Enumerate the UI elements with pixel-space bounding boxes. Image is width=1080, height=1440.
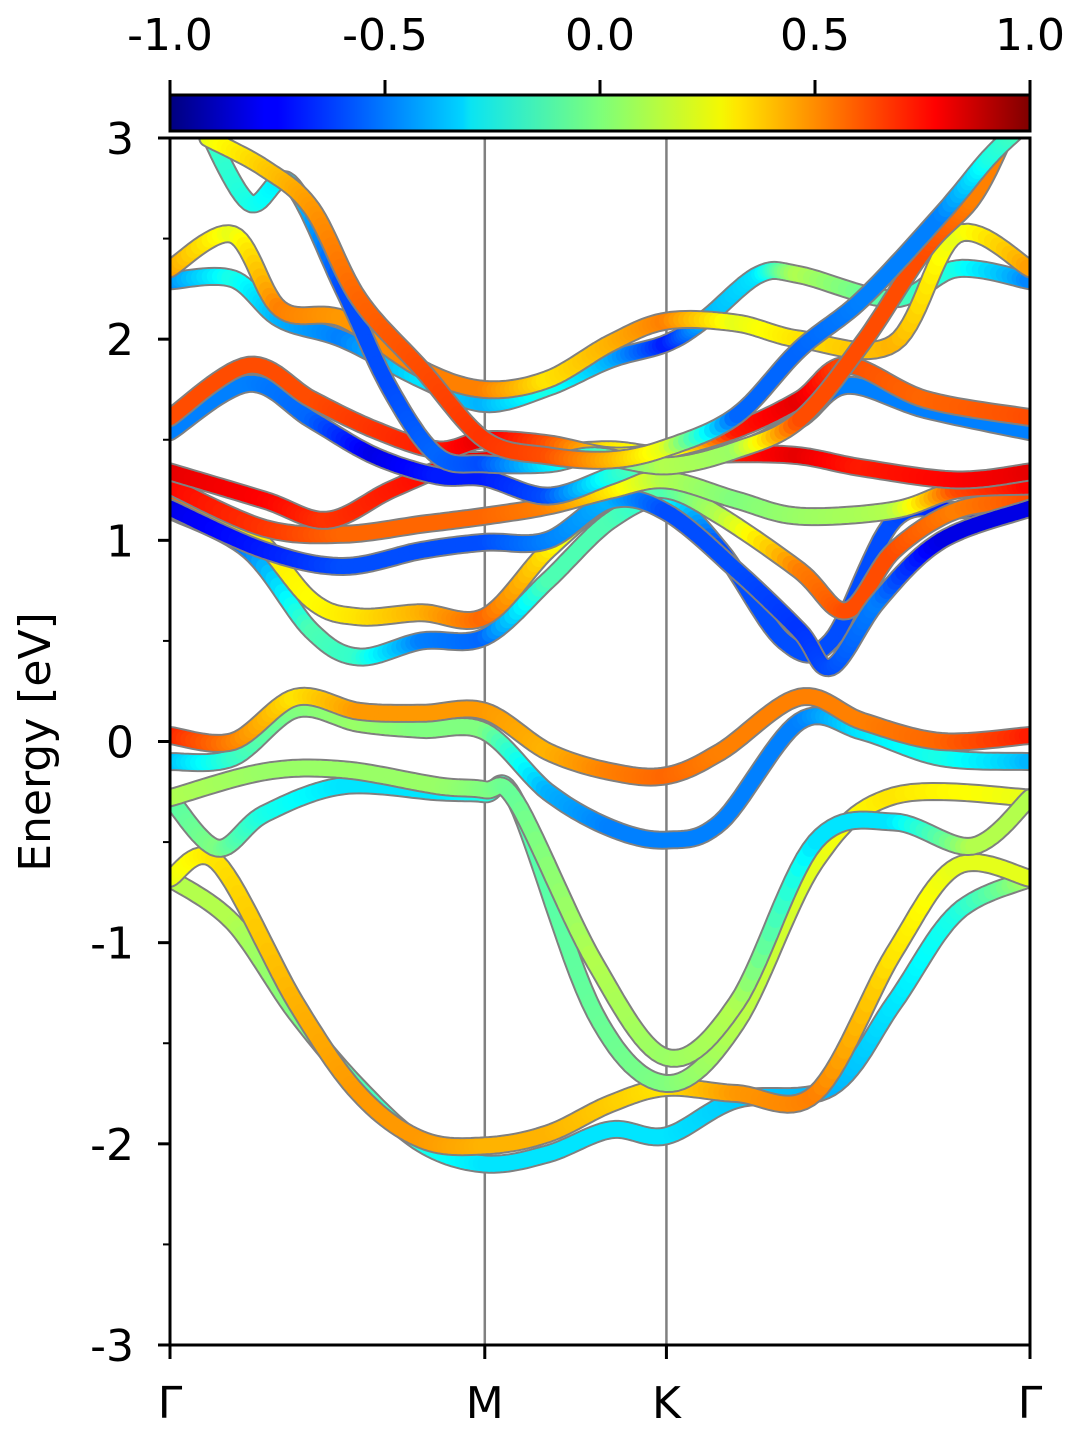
plot-area: 3 2 1 0 -1 -2 -3 Γ M K Γ Energy [eV] <box>10 114 1043 1429</box>
y-tick-label: 1 <box>106 516 134 567</box>
y-tick-label: 2 <box>106 315 134 366</box>
band-series <box>170 138 1030 1174</box>
band-line <box>170 488 1030 678</box>
y-tick-label: 3 <box>106 114 134 165</box>
colorbar-tick-label: 1.0 <box>995 10 1065 61</box>
band-line <box>170 686 1030 787</box>
band-segment <box>1004 138 1020 143</box>
band-line <box>170 758 1030 1068</box>
colorbar-gradient <box>168 93 1032 133</box>
y-tick-label: -3 <box>90 1321 134 1372</box>
x-tick-label: Γ <box>1018 1378 1043 1429</box>
band-line <box>170 698 1030 850</box>
band-line <box>170 470 1030 545</box>
y-axis-ticks: 3 2 1 0 -1 -2 -3 <box>90 114 170 1372</box>
colorbar-tick-label: 0.5 <box>780 10 850 61</box>
y-tick-label: -1 <box>90 919 134 970</box>
band-line <box>170 222 1030 400</box>
colorbar-tick-label: -0.5 <box>342 10 428 61</box>
colorbar: -1.0 -0.5 0.0 0.5 1.0 <box>127 10 1065 133</box>
y-axis-title: Energy [eV] <box>10 612 61 872</box>
x-tick-label: K <box>652 1378 682 1429</box>
y-tick-label: 0 <box>106 718 134 769</box>
x-tick-label: M <box>466 1378 504 1429</box>
band-line <box>170 846 1030 1157</box>
band-line <box>198 138 1023 470</box>
x-tick-label: Γ <box>158 1378 183 1429</box>
colorbar-ticks: -1.0 -0.5 0.0 0.5 1.0 <box>127 10 1065 95</box>
y-tick-label: -2 <box>90 1120 134 1171</box>
colorbar-tick-label: -1.0 <box>127 10 213 61</box>
colorbar-tick-label: 0.0 <box>565 10 635 61</box>
